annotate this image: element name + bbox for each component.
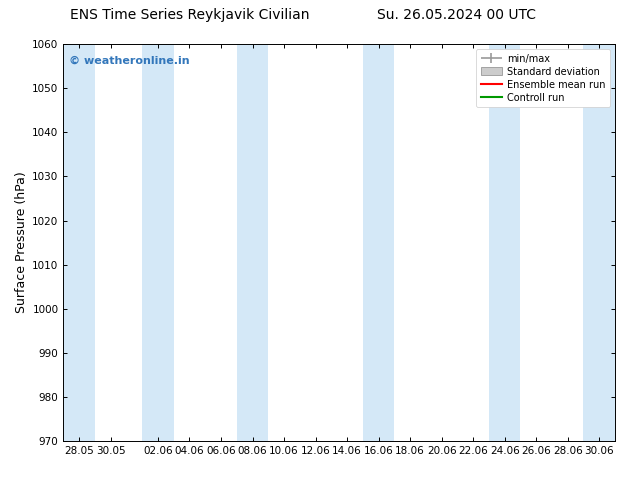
Bar xyxy=(363,44,394,441)
Text: Su. 26.05.2024 00 UTC: Su. 26.05.2024 00 UTC xyxy=(377,8,536,22)
Bar xyxy=(63,44,95,441)
Bar xyxy=(489,44,521,441)
Text: ENS Time Series Reykjavik Civilian: ENS Time Series Reykjavik Civilian xyxy=(70,8,310,22)
Bar xyxy=(236,44,268,441)
Bar xyxy=(583,44,631,441)
Text: © weatheronline.in: © weatheronline.in xyxy=(69,56,190,66)
Y-axis label: Surface Pressure (hPa): Surface Pressure (hPa) xyxy=(15,172,28,314)
Legend: min/max, Standard deviation, Ensemble mean run, Controll run: min/max, Standard deviation, Ensemble me… xyxy=(476,49,610,107)
Bar xyxy=(142,44,174,441)
